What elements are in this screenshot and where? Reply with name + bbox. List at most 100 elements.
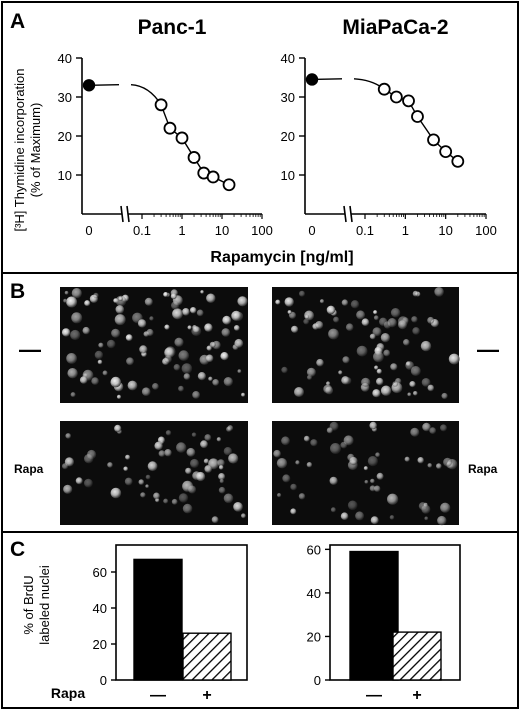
cell-nucleus xyxy=(441,392,448,400)
bar-c2-0 xyxy=(349,550,399,681)
cell-nucleus xyxy=(186,447,196,457)
cell-nucleus xyxy=(190,458,199,468)
data-point-2-0 xyxy=(377,82,391,96)
cell-nucleus xyxy=(380,385,392,396)
cell-nucleus xyxy=(407,392,412,397)
panel-a-x-axis-title: Rapamycin [ng/ml] xyxy=(210,249,353,266)
cell-nucleus xyxy=(84,454,94,464)
cell-nucleus xyxy=(94,350,104,360)
cell-nucleus xyxy=(413,391,418,396)
cell-nucleus xyxy=(91,377,99,385)
cell-nucleus xyxy=(290,508,297,515)
cell-nucleus xyxy=(345,323,354,332)
cell-nucleus xyxy=(372,389,381,398)
cell-nucleus xyxy=(178,350,190,361)
cell-nucleus xyxy=(208,376,213,381)
cell-nucleus xyxy=(290,483,297,491)
y-tick-label-c1-3: 60 xyxy=(93,565,107,580)
cell-nucleus xyxy=(107,462,113,468)
cell-nucleus xyxy=(152,383,159,390)
cell-nucleus xyxy=(147,461,158,472)
micrograph-miapaca2-rapa xyxy=(272,421,459,526)
cell-nucleus xyxy=(369,333,376,340)
data-point-1-1 xyxy=(163,121,177,135)
cell-nucleus xyxy=(306,462,313,468)
cell-nucleus xyxy=(173,364,181,371)
cell-nucleus xyxy=(125,454,131,460)
cell-nucleus xyxy=(326,305,336,315)
y-tick-label-2-0: 10 xyxy=(281,168,295,183)
cell-nucleus xyxy=(163,498,169,504)
cell-nucleus xyxy=(70,329,81,341)
cell-nucleus xyxy=(192,391,201,399)
data-point-1-5 xyxy=(206,170,220,184)
y-tick-label-2-1: 20 xyxy=(281,129,295,144)
cell-nucleus xyxy=(421,378,431,387)
cell-nucleus xyxy=(326,427,333,434)
cell-nucleus xyxy=(66,296,78,308)
y-tick-label-1-2: 30 xyxy=(58,90,72,105)
cell-nucleus xyxy=(84,478,93,488)
panel-c-row-label: Rapa xyxy=(51,685,85,701)
cell-nucleus xyxy=(376,472,384,480)
cell-nucleus xyxy=(374,485,381,492)
chart-brdu-miapaca2: 0 20 40 60 — + xyxy=(307,542,461,704)
x-tick-label-1-1: 0.1 xyxy=(133,223,151,238)
cell-nucleus xyxy=(410,427,420,437)
cell-nucleus xyxy=(160,440,164,445)
cell-nucleus xyxy=(164,355,172,364)
cell-nucleus xyxy=(299,290,305,297)
panel-b-label: B xyxy=(10,280,25,303)
cell-nucleus xyxy=(158,450,166,457)
cell-nucleus xyxy=(223,493,234,504)
cell-nucleus xyxy=(200,290,204,294)
x-tick-label-2-4: 100 xyxy=(475,223,497,238)
data-point-2-6 xyxy=(451,154,465,168)
x-tick-label-2-1: 0.1 xyxy=(356,223,374,238)
control-point-2 xyxy=(305,73,319,86)
cell-nucleus xyxy=(178,493,189,503)
cell-nucleus xyxy=(193,326,200,334)
cell-nucleus xyxy=(204,434,212,441)
cell-nucleus xyxy=(389,515,395,520)
cell-nucleus xyxy=(164,347,175,358)
y-tick-label-c1-0: 0 xyxy=(100,673,107,688)
cell-nucleus xyxy=(363,466,368,471)
cell-nucleus xyxy=(218,486,226,494)
cell-nucleus xyxy=(181,363,193,374)
category-label-c2-1: + xyxy=(412,687,421,704)
cell-nucleus xyxy=(125,334,133,341)
chart-panc1: Panc-1 10 20 30 40 0 0.1 1 10 100 xyxy=(58,16,273,238)
cell-nucleus xyxy=(323,384,333,394)
y-tick-label-c2-3: 60 xyxy=(307,542,321,557)
data-point-2-1 xyxy=(389,90,403,104)
cell-nucleus xyxy=(420,340,432,352)
cell-nucleus xyxy=(437,515,447,526)
cell-nucleus xyxy=(176,442,187,453)
data-point-1-0 xyxy=(154,98,168,112)
cell-nucleus xyxy=(306,367,316,377)
data-point-1-6 xyxy=(222,178,236,192)
chart-miapaca2: MiaPaCa-2 10 20 30 40 0 0.1 1 10 100 xyxy=(281,16,497,238)
cell-nucleus xyxy=(102,370,108,376)
cell-nucleus xyxy=(361,377,371,387)
cell-nucleus xyxy=(369,485,376,492)
cell-nucleus xyxy=(114,314,126,326)
chart-title-2: MiaPaCa-2 xyxy=(342,16,448,39)
cell-nucleus xyxy=(350,300,360,309)
cell-nucleus xyxy=(98,342,104,348)
cell-nucleus xyxy=(217,459,225,467)
cell-nucleus xyxy=(342,356,350,364)
cell-nucleus xyxy=(275,299,281,305)
cell-nucleus xyxy=(364,480,369,484)
cell-nucleus xyxy=(140,492,146,498)
cell-nucleus xyxy=(427,463,433,468)
cell-nucleus xyxy=(383,349,391,357)
cell-nucleus xyxy=(422,422,431,432)
cell-nucleus xyxy=(127,380,138,391)
cell-nucleus xyxy=(149,316,154,321)
cell-nucleus xyxy=(427,316,435,324)
cell-nucleus xyxy=(440,502,451,513)
cell-nucleus xyxy=(93,292,99,299)
